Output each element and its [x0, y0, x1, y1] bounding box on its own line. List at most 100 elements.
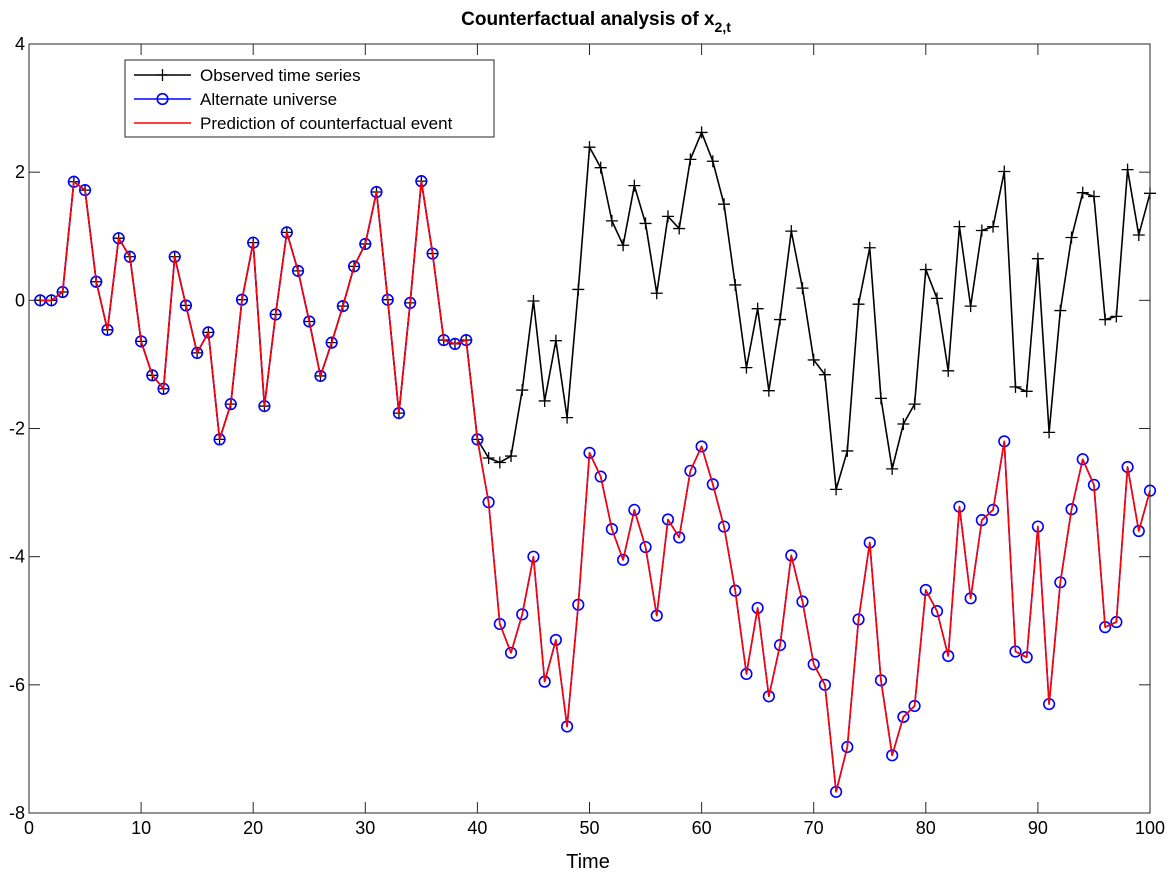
observed-point [706, 155, 719, 168]
alternate-point [706, 478, 719, 491]
observed-point [639, 217, 652, 230]
observed-point [942, 364, 955, 377]
observed-point [953, 220, 966, 233]
observed-point [583, 141, 596, 154]
x-tick-label: 60 [692, 818, 712, 838]
observed-point [594, 161, 607, 174]
legend-entry-label: Alternate universe [200, 90, 337, 109]
observed-point [931, 292, 944, 305]
observed-point [684, 153, 697, 166]
y-tick-label: 0 [15, 290, 25, 310]
y-tick-label: -4 [9, 547, 25, 567]
y-tick-label: -6 [9, 675, 25, 695]
alternate-point [146, 369, 159, 382]
observed-point [908, 398, 921, 411]
x-tick-label: 70 [804, 818, 824, 838]
observed-point [1099, 313, 1112, 326]
alternate-point [897, 710, 910, 723]
observed-point [785, 225, 798, 238]
legend-swatch-marker [156, 69, 169, 81]
alternate-point [673, 531, 686, 544]
observed-point [852, 298, 865, 311]
alternate-point [605, 523, 619, 536]
observed-point [650, 287, 663, 300]
observed-point [661, 210, 674, 223]
observed-point [751, 302, 764, 315]
x-tick-label: 80 [916, 818, 936, 838]
observed-point [673, 222, 686, 235]
x-tick-label: 90 [1028, 818, 1048, 838]
alternate-point [347, 260, 361, 273]
alternate-point [179, 299, 193, 312]
observed-point [538, 394, 551, 407]
alternate-point [1065, 503, 1078, 516]
legend-entry-label: Prediction of counterfactual event [200, 114, 453, 133]
observed-point [1132, 228, 1145, 241]
alternate-point [796, 595, 809, 608]
alternate-point [628, 503, 641, 516]
observed-point [796, 282, 809, 295]
observed-point [729, 278, 742, 291]
alternate-point [1076, 453, 1089, 466]
observed-point [718, 198, 731, 211]
observed-point [493, 456, 506, 469]
alternate-point [986, 503, 1000, 516]
observed-point [919, 263, 932, 276]
observed-point [605, 214, 618, 227]
alternate-point [717, 520, 731, 533]
alternate-point [1132, 524, 1145, 538]
observed-point [841, 444, 854, 457]
observed-point [527, 294, 540, 307]
alternate-point [594, 470, 607, 483]
observed-point [1065, 231, 1078, 244]
y-tick-label: 4 [15, 34, 25, 54]
axis-ticks: 0 10 20 30 40 50 60 70 80 90 100 -8 -6 -4 -2 0 2 4 [9, 34, 1165, 838]
x-tick-label: 30 [355, 818, 375, 838]
alternate-point [303, 315, 316, 328]
alternate-point [504, 646, 518, 659]
alternate-point [191, 346, 204, 359]
observed-point [516, 384, 529, 397]
observed-point [1054, 304, 1067, 317]
observed-point [1110, 310, 1123, 323]
alternate-point [807, 658, 820, 671]
observed-point [863, 241, 876, 254]
data-marks [34, 126, 1157, 798]
alternate-point [325, 336, 338, 349]
legend: Observed time series Alternate universe Pr… [124, 59, 495, 138]
observed-point [695, 126, 708, 139]
observed-point [549, 334, 562, 347]
x-tick-label: 0 [24, 818, 34, 838]
x-axis-label: Time [566, 851, 610, 873]
observed-point [818, 368, 831, 381]
x-tick-label: 40 [467, 818, 487, 838]
legend-entry-label: Observed time series [200, 66, 361, 85]
observed-point [897, 418, 910, 431]
observed-point [975, 224, 988, 237]
observed-point [886, 462, 899, 475]
plot-area [29, 44, 1150, 813]
alternate-point [448, 337, 462, 351]
observed-point [482, 451, 495, 464]
y-tick-label: -2 [9, 419, 25, 439]
observed-point [874, 392, 887, 405]
y-tick-label: 2 [15, 162, 25, 182]
observed-point [774, 313, 787, 326]
alternate-point [336, 300, 349, 313]
observed-point [572, 283, 585, 296]
alternate-point [516, 608, 529, 621]
observed-point [740, 361, 753, 374]
observed-point [987, 220, 1000, 233]
legend-swatch-marker [156, 92, 169, 106]
observed-point [1121, 163, 1134, 176]
x-tick-label: 50 [579, 818, 599, 838]
alternate-point [639, 540, 652, 554]
observed-point [617, 239, 630, 252]
alternate-point [291, 264, 305, 277]
observed-point [762, 384, 775, 397]
alternate-point [617, 553, 630, 566]
observed-point [1031, 252, 1044, 265]
observed-point [505, 450, 518, 463]
chart-title: Counterfactual analysis of x2,t [461, 9, 731, 35]
